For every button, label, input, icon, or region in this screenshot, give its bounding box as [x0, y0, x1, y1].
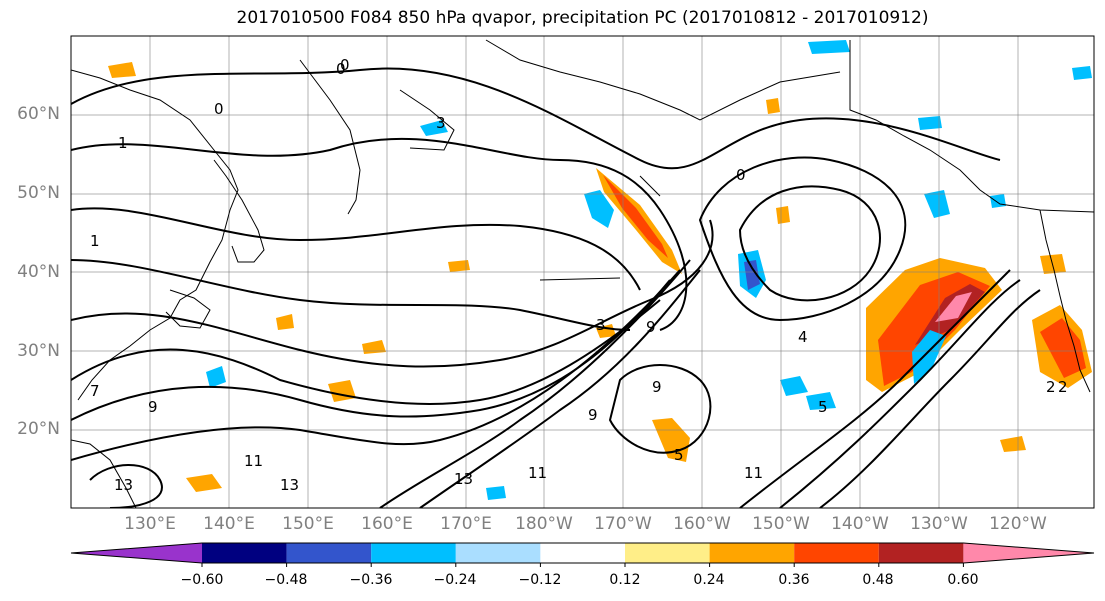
- colorbar-tick-label: 0.60: [947, 572, 979, 588]
- colorbar-tick-label: −0.24: [433, 572, 477, 588]
- lon-label: 170°W: [594, 514, 652, 534]
- contour-label: 7: [90, 382, 100, 400]
- lon-label: 150°W: [752, 514, 810, 534]
- lon-label: 170°E: [440, 514, 492, 534]
- contour-label: 13: [454, 470, 473, 488]
- colorbar: [70, 542, 1095, 567]
- precip-anomaly-neg: [990, 194, 1006, 208]
- contour-label: 5: [674, 446, 684, 464]
- colorbar-segment: [455, 543, 541, 563]
- contour-label: 9: [148, 398, 158, 416]
- colorbar-tick-label: 0.36: [778, 572, 810, 588]
- contour-label: 1: [90, 232, 100, 250]
- contour-label: 11: [744, 464, 763, 482]
- precip-anomaly-neg: [780, 376, 808, 396]
- precip-anomaly-pos: [1000, 436, 1026, 452]
- precip-anomaly-neg: [806, 392, 836, 410]
- figure-title: 2017010500 F084 850 hPa qvapor, precipit…: [236, 8, 929, 28]
- contour-label: 1: [118, 134, 128, 152]
- colorbar-tick-label: −0.36: [349, 572, 393, 588]
- contour-labels: 0 0 1 1 3 2 3 4 5 5 9 9 7 9 9 11 13 13 1…: [90, 56, 1068, 494]
- lon-label: 130°E: [124, 514, 176, 534]
- colorbar-segment: [625, 543, 710, 563]
- contour-label: 3: [596, 316, 606, 334]
- contour-label: 0: [214, 100, 224, 118]
- colorbar-segment: [540, 543, 625, 563]
- precip-anomaly-pos: [652, 418, 690, 462]
- graticule: [71, 36, 1094, 508]
- contour-label: 13: [280, 476, 299, 494]
- contour-label: 3: [436, 114, 446, 132]
- colorbar-segment: [371, 543, 456, 563]
- colorbar-segment: [963, 543, 1094, 563]
- colorbar-tick-label: −0.60: [180, 572, 224, 588]
- precip-anomaly-pos: [1040, 254, 1066, 274]
- lon-label: 150°E: [282, 514, 334, 534]
- precip-anomaly-pos: [186, 474, 222, 492]
- precip-anomaly-neg: [808, 40, 850, 54]
- precip-anomaly-pos: [603, 175, 668, 258]
- contour-label: 5: [818, 398, 828, 416]
- lon-label: 160°W: [673, 514, 731, 534]
- colorbar-tick-label: −0.48: [264, 572, 308, 588]
- colorbar-tick-label: 0.12: [609, 572, 641, 588]
- lat-label-40n: 40°N: [17, 262, 60, 282]
- lon-label: 160°E: [361, 514, 413, 534]
- precip-anomaly-pos: [1040, 318, 1086, 378]
- contour-label: 4: [798, 328, 808, 346]
- contour-label: 13: [114, 476, 133, 494]
- precip-anomaly-pos: [276, 314, 294, 330]
- precip-anomaly-pos: [448, 260, 470, 272]
- precip-anomaly-neg: [1072, 66, 1092, 80]
- lon-label: 140°E: [203, 514, 255, 534]
- precip-anomaly-neg: [420, 120, 448, 136]
- precip-anomaly-pos: [935, 292, 972, 322]
- precip-anomaly-pos: [766, 98, 780, 114]
- colorbar-tick-label: 0.48: [862, 572, 894, 588]
- precip-anomaly-neg: [584, 190, 614, 228]
- precip-anomaly-pos: [776, 206, 790, 224]
- lon-label: 130°W: [910, 514, 968, 534]
- lat-label-20n: 20°N: [17, 419, 60, 439]
- map-frame: [70, 35, 1095, 509]
- lat-label-50n: 50°N: [17, 183, 60, 203]
- contour-label: 2: [1058, 378, 1068, 396]
- colorbar-segment: [202, 543, 287, 563]
- lon-label: 140°W: [831, 514, 889, 534]
- precip-anomaly-neg: [486, 486, 506, 500]
- coastlines: [71, 39, 1094, 508]
- contour-label: 9: [652, 378, 662, 396]
- contour-label: 0: [336, 60, 346, 78]
- colorbar-segment: [878, 543, 964, 563]
- colorbar-tick-label: −0.12: [518, 572, 562, 588]
- precip-anomaly-neg: [744, 260, 760, 290]
- contour-label: 11: [244, 452, 263, 470]
- contour-label: 9: [588, 406, 598, 424]
- lat-label-30n: 30°N: [17, 341, 60, 361]
- colorbar-segment: [286, 543, 372, 563]
- contour-label: 9: [646, 318, 656, 336]
- contour-label: 11: [528, 464, 547, 482]
- contour-label: 2: [1046, 378, 1056, 396]
- qvapor-contours: [71, 67, 1041, 508]
- colorbar-tick-label: 0.24: [693, 572, 725, 588]
- precip-anomaly-neg: [924, 190, 950, 218]
- colorbar-segment: [794, 543, 879, 563]
- colorbar-segment: [709, 543, 795, 563]
- lat-label-60n: 60°N: [17, 104, 60, 124]
- precip-anomaly-neg: [206, 366, 226, 388]
- colorbar-segment: [71, 543, 202, 563]
- contour-label: 0: [736, 166, 746, 184]
- lon-label: 120°W: [989, 514, 1047, 534]
- contour-label: 0: [340, 56, 350, 74]
- precip-anomaly-neg: [918, 116, 942, 130]
- precip-anomaly-pos: [108, 62, 136, 78]
- lon-label: 180°W: [515, 514, 573, 534]
